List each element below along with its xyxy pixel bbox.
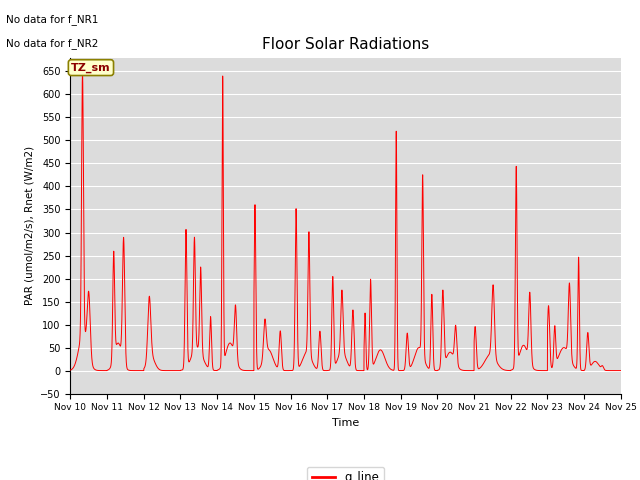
Text: No data for f_NR2: No data for f_NR2: [6, 38, 99, 49]
Text: TZ_sm: TZ_sm: [71, 62, 111, 73]
Title: Floor Solar Radiations: Floor Solar Radiations: [262, 37, 429, 52]
X-axis label: Time: Time: [332, 418, 359, 428]
Legend: q_line: q_line: [307, 467, 384, 480]
Y-axis label: PAR (umol/m2/s), Rnet (W/m2): PAR (umol/m2/s), Rnet (W/m2): [24, 146, 35, 305]
Text: No data for f_NR1: No data for f_NR1: [6, 14, 99, 25]
